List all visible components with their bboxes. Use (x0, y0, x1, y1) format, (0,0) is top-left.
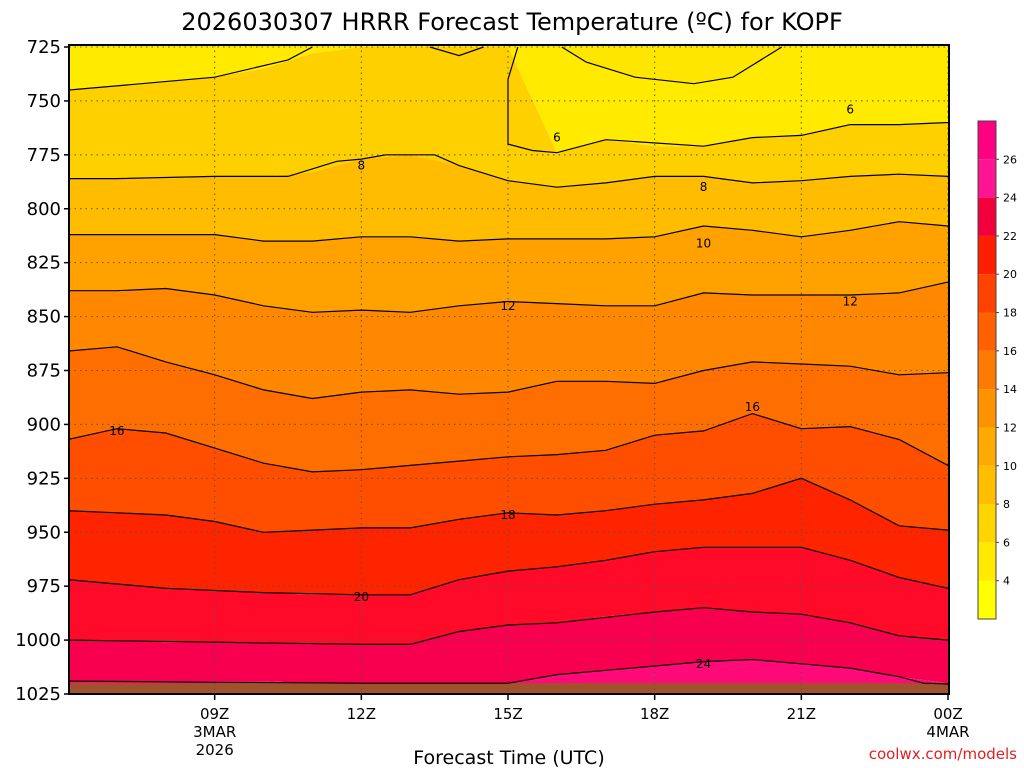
terrain-fill (69, 683, 949, 694)
isotherm-16 (69, 412, 949, 473)
temperature-band (69, 221, 949, 313)
plot-frame (68, 44, 950, 695)
y-tick-label: 1025 (15, 684, 61, 705)
colorbar-swatch (978, 542, 996, 581)
terrain-layer (69, 683, 949, 694)
plot-area: 6 6 8 8 10 12 12 16 16 18 20 24 (68, 44, 950, 695)
isotherm-4 (561, 46, 783, 85)
temperature-bands (69, 45, 949, 694)
temperature-band (69, 413, 949, 533)
x-tick-label: 12Z (347, 705, 376, 723)
colorbar-swatch (978, 350, 996, 390)
x-tick-label: 00Z (933, 705, 962, 723)
temperature-band (69, 282, 949, 399)
colorbar-swatch (978, 465, 996, 505)
colorbar-swatch (978, 121, 996, 160)
y-tick-label: 925 (27, 468, 61, 489)
contour-label: 20 (354, 590, 369, 604)
chart-title: 2026030307 HRRR Forecast Temperature (ºC… (181, 8, 843, 36)
colorbar-label: 12 (1003, 421, 1017, 434)
x-tick-label: 18Z (640, 705, 669, 723)
colorbar-label: 18 (1003, 307, 1017, 320)
colorbar-label: 10 (1003, 460, 1017, 473)
colorbar-swatch (978, 197, 996, 236)
isotherm-6 (69, 46, 313, 91)
colorbar-label: 16 (1003, 345, 1017, 358)
isotherm-24 (69, 658, 949, 685)
contour-label: 8 (700, 180, 708, 194)
contour-label: 12 (843, 294, 858, 308)
colorbar-label: 4 (1003, 575, 1010, 588)
isotherm-10 (69, 221, 949, 242)
colorbar-swatch (978, 312, 996, 351)
y-tick-label: 850 (27, 307, 61, 328)
colorbar-swatch (978, 389, 996, 428)
contour-label: 8 (358, 159, 366, 173)
y-axis: 725 750 775 800 825 850 875 900 925 950 975 1000 102… (15, 37, 69, 705)
y-tick-label: 950 (27, 522, 61, 543)
y-tick-label: 900 (27, 414, 61, 435)
y-tick-label: 975 (27, 576, 61, 597)
contour-label: 16 (745, 400, 760, 414)
colorbar-frame (977, 120, 997, 620)
temperature-band (69, 607, 949, 684)
colorbar-label: 26 (1003, 153, 1017, 166)
temperature-band (69, 478, 949, 595)
colorbar: 4 6 8 10 12 14 16 18 20 22 24 26 (977, 120, 1017, 620)
contour-label: 24 (696, 657, 711, 671)
colorbar-label: 24 (1003, 192, 1017, 205)
colorbar-swatch (978, 580, 996, 619)
isotherm-18 (69, 477, 949, 533)
isotherm-6 (429, 46, 484, 57)
isotherm-6 (507, 46, 949, 154)
y-tick-label: 825 (27, 253, 61, 274)
credit-text: coolwx.com/models (869, 745, 1017, 763)
contour-label: 16 (109, 424, 124, 438)
isotherm-lines (69, 46, 949, 685)
contour-label: 12 (500, 299, 515, 313)
temperature-band (69, 346, 949, 472)
isotherm-20 (69, 546, 949, 596)
grid-lines (69, 45, 949, 694)
x-tick-label: 21Z (787, 705, 816, 723)
x-tick-label: 09Z (200, 705, 229, 723)
colorbar-swatch (978, 427, 996, 466)
isotherm-8 (69, 154, 949, 188)
colorbar-swatch (978, 274, 996, 313)
x-tick-label: 3MAR (193, 723, 236, 741)
colorbar-label: 8 (1003, 498, 1010, 511)
y-tick-label: 1000 (15, 630, 61, 651)
isotherm-labels: 6 6 8 8 10 12 12 16 16 18 20 24 (109, 103, 858, 671)
y-tick-label: 775 (27, 145, 61, 166)
colorbar-label: 22 (1003, 230, 1017, 243)
y-tick-label: 725 (27, 37, 61, 58)
y-tick-label: 800 (27, 199, 61, 220)
colorbar-swatch (978, 159, 996, 198)
colorbar-label: 20 (1003, 268, 1017, 281)
isotherm-22 (69, 607, 949, 645)
isotherm-14 (69, 346, 949, 400)
contour-label: 6 (846, 103, 854, 117)
x-tick-label: 15Z (493, 705, 522, 723)
x-tick-label: 2026 (196, 741, 234, 759)
contour-label: 10 (696, 236, 711, 250)
y-tick-label: 875 (27, 361, 61, 382)
colorbar-label: 6 (1003, 536, 1010, 549)
contour-label: 18 (500, 508, 515, 522)
isotherm-12 (69, 281, 949, 313)
colorbar-swatch (978, 504, 996, 543)
colorbar-swatch (978, 235, 996, 275)
temperature-band (69, 547, 949, 645)
y-tick-label: 750 (27, 91, 61, 112)
contour-label: 6 (553, 131, 561, 145)
colorbar-label: 14 (1003, 383, 1017, 396)
x-tick-label: 4MAR (926, 723, 969, 741)
temperature-band (69, 47, 949, 188)
cold-pocket-band (561, 47, 782, 84)
x-axis-label: Forecast Time (UTC) (413, 747, 604, 768)
